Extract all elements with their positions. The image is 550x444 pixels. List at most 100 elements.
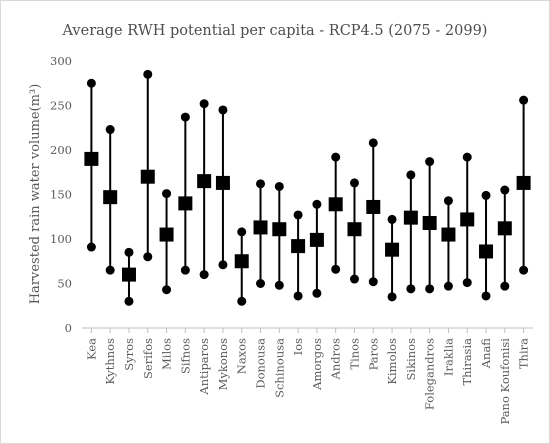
min-point — [274, 280, 284, 290]
min-point — [105, 265, 115, 275]
max-point — [218, 105, 228, 115]
average-point — [385, 242, 400, 257]
chart-title: Average RWH potential per capita - RCP4.… — [62, 23, 488, 39]
min-point — [256, 279, 266, 288]
average-point — [497, 221, 512, 236]
min-point — [162, 285, 172, 295]
marks — [84, 69, 531, 306]
x-tick-label: Sikinos — [404, 338, 418, 381]
min-point — [519, 265, 529, 275]
y-tick-label: 50 — [57, 277, 72, 291]
x-tick-label: Andros — [329, 338, 343, 380]
x-tick-label: Kea — [84, 338, 98, 360]
min-point — [143, 252, 153, 262]
max-point — [105, 125, 115, 135]
min-point — [199, 270, 209, 280]
x-tick-label: Thirasia — [460, 338, 474, 386]
min-point — [406, 284, 416, 294]
max-point — [162, 189, 172, 199]
average-point — [328, 197, 343, 212]
x-tick-label: Paros — [366, 338, 380, 370]
min-point — [237, 296, 247, 306]
average-point — [84, 151, 99, 166]
average-point — [103, 190, 118, 205]
x-tick-label: Ios — [291, 338, 305, 355]
min-point — [124, 296, 134, 306]
x-tick-label: Schinousa — [272, 338, 286, 398]
x-tick-label: Milos — [160, 338, 174, 370]
min-point — [443, 281, 453, 291]
min-point — [387, 292, 397, 302]
min-point — [368, 277, 378, 287]
y-tick-label: 300 — [50, 54, 72, 68]
tick-labels: 0 50 100 150 200 250 300 Kea Kythnos Syros Serifos… — [50, 54, 531, 425]
average-point — [479, 244, 494, 259]
y-axis-label: Harvested rain water volume(m³) — [28, 84, 43, 305]
y-tick-label: 0 — [65, 321, 72, 335]
average-point — [140, 169, 155, 184]
y-tick-label: 200 — [50, 143, 72, 157]
x-tick-label: Antiparos — [197, 338, 211, 396]
max-point — [368, 138, 378, 148]
max-point — [293, 210, 303, 220]
max-point — [274, 181, 284, 191]
y-tick-label: 150 — [50, 188, 72, 202]
x-tick-label: Donousa — [254, 338, 268, 389]
average-point — [460, 212, 475, 227]
average-point — [309, 232, 324, 247]
max-point — [519, 95, 529, 105]
average-point — [422, 215, 437, 230]
max-point — [124, 247, 134, 257]
x-tick-label: Iraklia — [441, 338, 455, 376]
x-tick-label: Amorgos — [310, 338, 324, 391]
average-point — [272, 222, 287, 237]
x-tick-label: Sifnos — [178, 338, 192, 374]
x-tick-label: Anafi — [479, 338, 493, 370]
y-tick-label: 250 — [50, 99, 72, 113]
average-point — [159, 227, 174, 242]
max-point — [425, 157, 435, 167]
min-point — [180, 265, 190, 275]
average-point — [253, 220, 268, 235]
max-point — [481, 190, 491, 200]
min-point — [218, 260, 228, 270]
average-point — [215, 175, 230, 190]
min-point — [462, 278, 472, 288]
y-tick-label: 100 — [50, 232, 72, 246]
average-point — [441, 227, 456, 242]
average-point — [291, 239, 306, 254]
max-point — [143, 69, 153, 79]
x-tick-label: Mykonos — [216, 338, 230, 390]
max-point — [443, 196, 453, 206]
max-point — [237, 227, 247, 237]
x-tick-label: Kimolos — [385, 338, 399, 385]
max-point — [86, 78, 96, 88]
average-point — [366, 199, 381, 214]
min-point — [293, 291, 303, 301]
max-point — [180, 112, 190, 122]
axes — [82, 327, 533, 333]
min-point — [481, 291, 491, 301]
max-point — [349, 178, 359, 188]
max-point — [406, 170, 416, 180]
x-tick-label: Syros — [122, 338, 136, 371]
min-point — [312, 288, 322, 298]
min-point — [331, 264, 341, 274]
max-point — [500, 185, 510, 195]
max-point — [387, 214, 397, 224]
average-point — [516, 175, 531, 190]
x-tick-label: Pano Koufonisi — [498, 338, 512, 425]
average-point — [178, 196, 193, 211]
min-point — [86, 242, 96, 252]
average-point — [197, 174, 212, 189]
x-tick-label: Serifos — [141, 338, 155, 379]
max-point — [312, 199, 322, 209]
min-point — [425, 284, 435, 294]
x-tick-label: Thira — [517, 338, 531, 369]
max-point — [199, 99, 209, 109]
average-point — [121, 267, 136, 282]
x-tick-label: Naxos — [235, 338, 249, 374]
max-point — [462, 152, 472, 162]
